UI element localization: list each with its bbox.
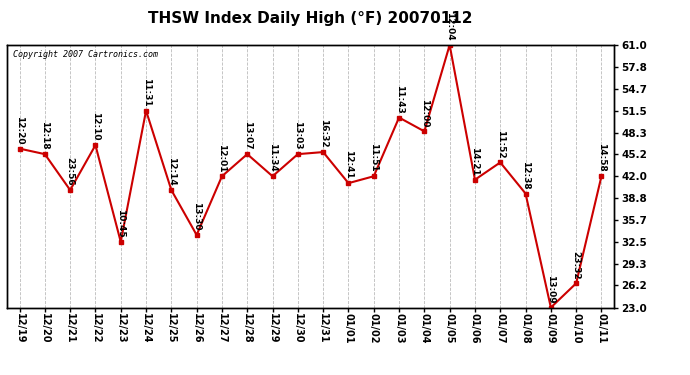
Text: 13:07: 13:07 [243, 122, 252, 150]
Text: 12:41: 12:41 [344, 150, 353, 179]
Text: 14:21: 14:21 [471, 147, 480, 176]
Text: 16:32: 16:32 [319, 119, 328, 148]
Text: 23:56: 23:56 [66, 157, 75, 186]
Text: 12:10: 12:10 [91, 112, 100, 141]
Text: 12:38: 12:38 [521, 161, 530, 189]
Text: 11:43: 11:43 [395, 85, 404, 113]
Text: 12:04: 12:04 [445, 12, 454, 41]
Text: 12:00: 12:00 [420, 99, 429, 127]
Text: 14:58: 14:58 [597, 143, 606, 172]
Text: 12:20: 12:20 [15, 116, 24, 144]
Text: 13:03: 13:03 [293, 122, 302, 150]
Text: 11:31: 11:31 [141, 78, 150, 106]
Text: 13:09: 13:09 [546, 275, 555, 303]
Text: 12:18: 12:18 [40, 122, 50, 150]
Text: Copyright 2007 Cartronics.com: Copyright 2007 Cartronics.com [13, 50, 158, 59]
Text: 12:01: 12:01 [217, 144, 226, 172]
Text: THSW Index Daily High (°F) 20070112: THSW Index Daily High (°F) 20070112 [148, 11, 473, 26]
Text: 13:30: 13:30 [192, 202, 201, 231]
Text: 11:51: 11:51 [369, 144, 378, 172]
Text: 11:52: 11:52 [495, 130, 505, 158]
Text: 23:32: 23:32 [571, 251, 581, 279]
Text: 11:34: 11:34 [268, 143, 277, 172]
Text: 12:14: 12:14 [167, 157, 176, 186]
Text: 10:45: 10:45 [116, 209, 126, 238]
